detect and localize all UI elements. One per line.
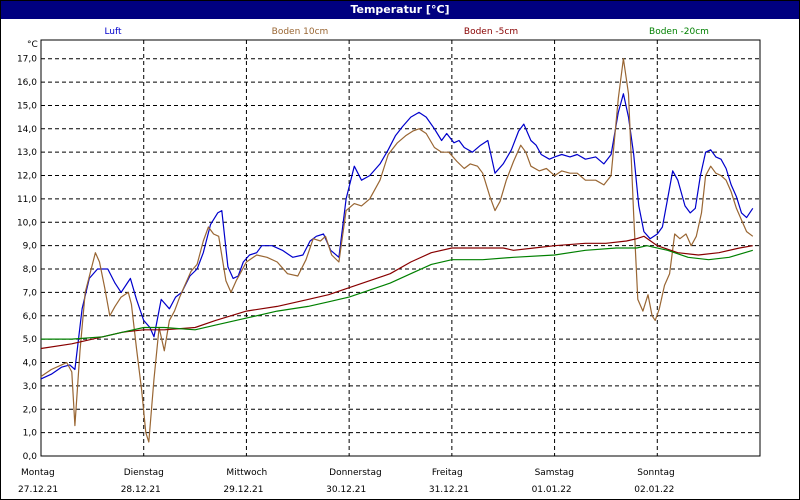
legend: Luft Boden 10cm Boden -5cm Boden -20cm <box>104 27 709 37</box>
y-tick-label: 2,0 <box>23 405 38 415</box>
x-tick-date: 31.12.21 <box>429 485 469 495</box>
series-line-boden-10cm <box>40 58 754 443</box>
y-tick-label: 12,0 <box>17 172 37 182</box>
plot-area <box>40 39 761 457</box>
y-tick-label: 16,0 <box>17 78 37 88</box>
y-tick-label: 17,0 <box>17 55 37 65</box>
y-axis-unit: °C <box>27 40 38 50</box>
y-tick-label: 7,0 <box>23 288 38 298</box>
x-tick-day: Samstag <box>535 468 574 478</box>
y-tick-label: 15,0 <box>17 101 37 111</box>
x-tick-date: 02.01.22 <box>634 485 674 495</box>
legend-entry: Boden 10cm <box>272 27 329 37</box>
y-tick-label: 11,0 <box>17 195 37 205</box>
y-tick-label: 6,0 <box>23 312 38 322</box>
y-tick-label: 8,0 <box>23 265 38 275</box>
x-tick-date: 27.12.21 <box>18 485 58 495</box>
legend-entry: Luft <box>104 27 122 37</box>
y-tick-label: 1,0 <box>23 429 38 439</box>
series-line-boden-20cm <box>41 245 753 340</box>
y-tick-label: 4,0 <box>23 359 38 369</box>
y-tick-label: 3,0 <box>23 382 38 392</box>
series-lines <box>40 58 754 443</box>
y-tick-label: 14,0 <box>17 125 37 135</box>
x-tick-day: Sonntag <box>637 468 674 478</box>
x-tick-day: Freitag <box>432 468 463 478</box>
series-line-luft <box>40 93 754 380</box>
chart-title: Temperatur [°C] <box>1 1 799 19</box>
legend-entry: Boden -20cm <box>649 27 709 37</box>
y-tick-label: 10,0 <box>17 218 37 228</box>
legend-entry: Boden -5cm <box>464 27 518 37</box>
y-tick-label: 9,0 <box>23 242 38 252</box>
y-tick-label: 0,0 <box>23 452 38 462</box>
y-tick-label: 13,0 <box>17 148 37 158</box>
x-tick-date: 30.12.21 <box>326 485 366 495</box>
x-tick-date: 28.12.21 <box>121 485 161 495</box>
x-tick-day: Donnerstag <box>329 468 382 478</box>
x-tick-day: Montag <box>21 468 55 478</box>
y-tick-label: 5,0 <box>23 335 38 345</box>
x-tick-date: 01.01.22 <box>532 485 572 495</box>
x-tick-day: Dienstag <box>124 468 164 478</box>
x-tick-date: 29.12.21 <box>223 485 263 495</box>
y-tick-labels: 0,0 1,0 2,0 3,0 4,0 5,0 6,0 7,0 8,0 9,0 10,0 11,0 12… <box>17 55 37 462</box>
x-tick-day: Mittwoch <box>226 468 267 478</box>
x-tick-labels: Montag 27.12.21 Dienstag 28.12.21 Mittwoch 29… <box>18 468 675 495</box>
